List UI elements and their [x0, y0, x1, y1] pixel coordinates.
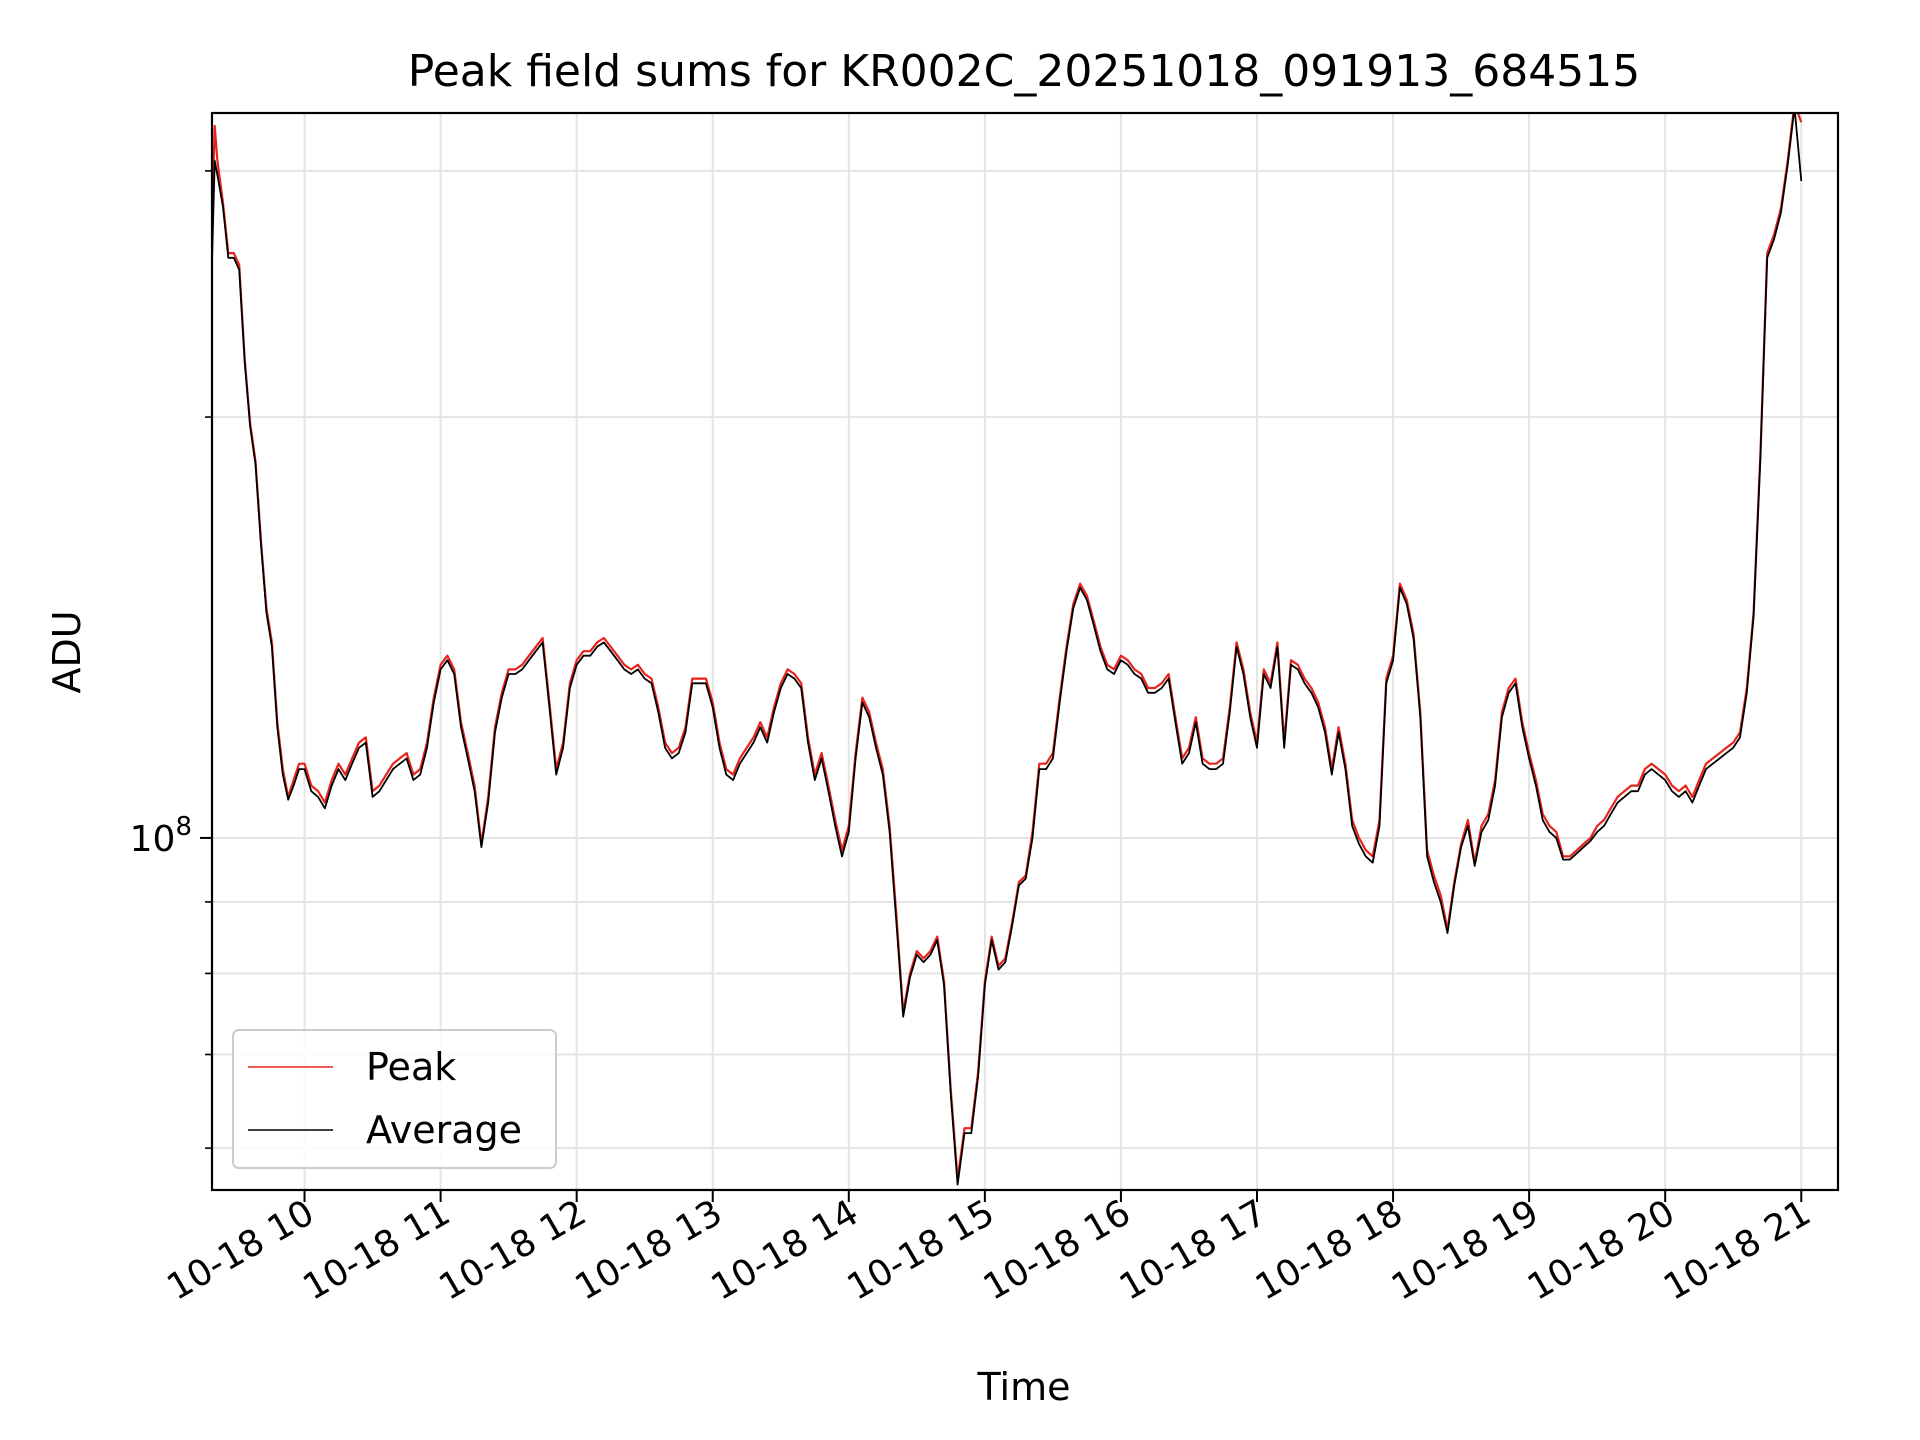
x-axis-label: Time: [977, 1365, 1071, 1409]
series-line-average: [212, 113, 1803, 1186]
y-tick-label-base: 10: [130, 819, 176, 860]
legend-label-average: Average: [366, 1108, 522, 1152]
y-tick-label-exponent: 8: [175, 812, 192, 842]
legend: Peak Average: [232, 1029, 557, 1169]
legend-label-peak: Peak: [366, 1045, 456, 1089]
chart-title: Peak field sums for KR002C_20251018_0919…: [408, 46, 1640, 97]
grid: [212, 113, 1838, 1190]
series-line-peak: [212, 113, 1803, 1181]
series-layer: [212, 113, 1803, 1186]
legend-box: [232, 1029, 557, 1169]
plot-frame: [210, 111, 1840, 1192]
y-tick-label: 108: [130, 812, 192, 860]
y-axis-label: ADU: [45, 610, 89, 693]
y-axis-ticks: 108: [130, 170, 212, 1149]
